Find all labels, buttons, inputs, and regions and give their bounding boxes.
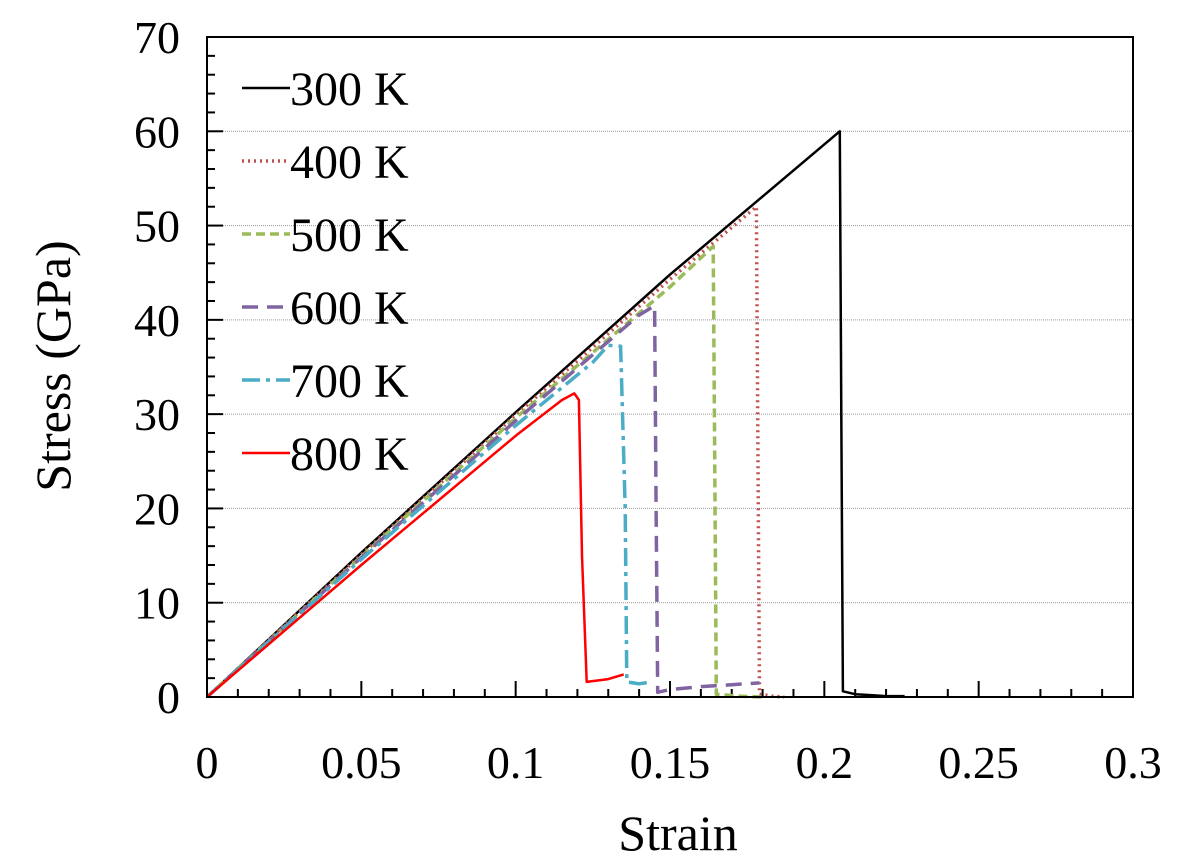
plot-frame bbox=[206, 36, 1134, 698]
series-line-500-k bbox=[205, 244, 763, 699]
series-line-600-k bbox=[205, 303, 760, 699]
plot-area-border bbox=[206, 36, 1134, 698]
y-tick-label-4: 40 bbox=[134, 295, 180, 346]
series-line-300-k bbox=[206, 130, 905, 698]
x-tick-label-3: 0.15 bbox=[630, 737, 711, 788]
axis-ticks bbox=[206, 36, 1134, 698]
y-tick-label-7: 70 bbox=[134, 12, 180, 63]
series-lines bbox=[205, 130, 905, 699]
legend-item-5: 800 K bbox=[242, 428, 409, 481]
x-tick-label-0: 0 bbox=[196, 737, 219, 788]
y-tick-label-0: 0 bbox=[157, 672, 180, 723]
gridlines bbox=[207, 130, 1133, 604]
legend-label: 600 K bbox=[290, 282, 409, 335]
legend-item-3: 600 K bbox=[242, 282, 409, 335]
y-axis-label: Stress (GPa) bbox=[25, 240, 81, 491]
series-line-700-k bbox=[205, 343, 652, 699]
x-axis-label: Strain bbox=[618, 805, 737, 861]
x-tick-label-2: 0.1 bbox=[487, 737, 545, 788]
y-tick-label-1: 10 bbox=[134, 578, 180, 629]
legend-item-1: 400 K bbox=[242, 136, 409, 189]
legend-label: 300 K bbox=[290, 63, 409, 116]
x-tick-label-5: 0.25 bbox=[938, 737, 1019, 788]
series-line-800-k bbox=[206, 392, 625, 698]
legend-label: 800 K bbox=[290, 428, 409, 481]
legend-item-4: 700 K bbox=[242, 355, 409, 408]
legend-label: 500 K bbox=[290, 209, 409, 262]
x-tick-label-6: 0.3 bbox=[1104, 737, 1162, 788]
x-tick-label-4: 0.2 bbox=[796, 737, 854, 788]
y-tick-label-6: 60 bbox=[134, 106, 180, 157]
y-tick-label-5: 50 bbox=[134, 201, 180, 252]
legend-label: 700 K bbox=[290, 355, 409, 408]
legend-item-2: 500 K bbox=[242, 209, 409, 262]
tick-labels: 0 0.05 0.1 0.15 0.2 0.25 0.3 0 10 20 30 40 50 60 70 bbox=[134, 12, 1162, 788]
y-tick-label-2: 20 bbox=[134, 483, 180, 534]
x-tick-label-1: 0.05 bbox=[321, 737, 402, 788]
legend: 300 K 400 K 500 K 600 K 700 K 800 K bbox=[242, 63, 409, 481]
legend-label: 400 K bbox=[290, 136, 409, 189]
legend-item-0: 300 K bbox=[242, 63, 409, 116]
y-tick-label-3: 30 bbox=[134, 389, 180, 440]
